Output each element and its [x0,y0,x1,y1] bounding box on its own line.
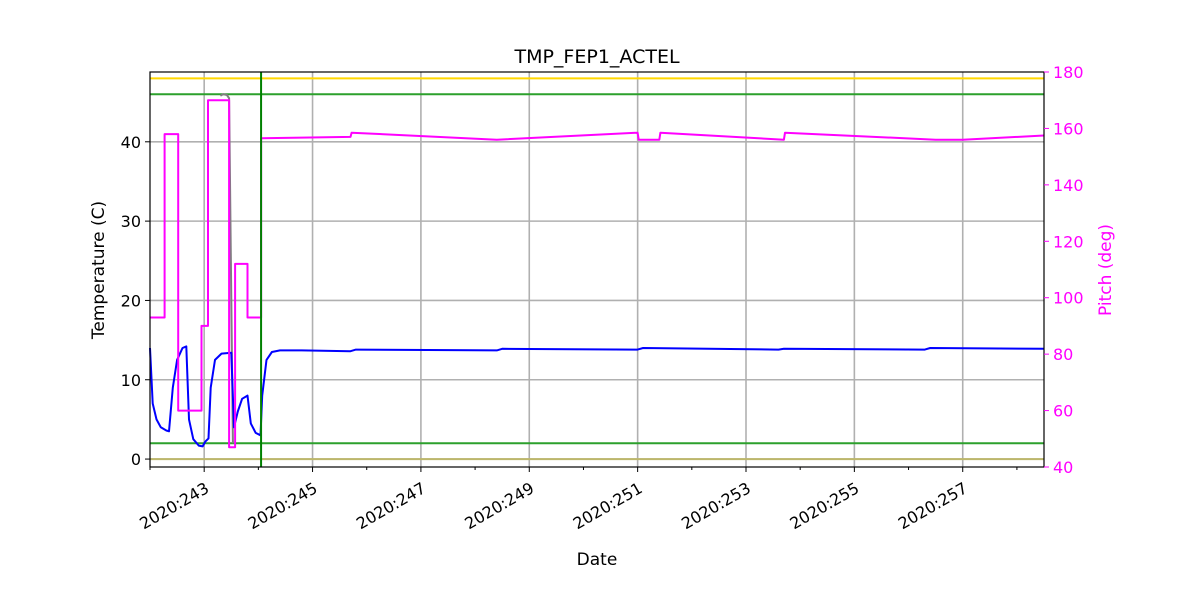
y-axis-ticks: 0 10 20 30 40 [121,133,150,469]
y-axis-label: Temperature (C) [89,201,109,340]
y2-tick-label-3: 100 [1053,289,1084,308]
y2-axis-ticks: 40 60 80 100 120 140 160 180 [1044,63,1084,477]
chart-title: TMP_FEP1_ACTEL [513,46,679,68]
y2-tick-label-2: 80 [1053,345,1073,364]
series-line-0 [219,93,234,444]
y2-tick-label-6: 160 [1053,119,1084,138]
plot-frame [149,71,1045,468]
limit-lines [150,77,1044,461]
y2-tick-label-4: 120 [1053,232,1084,251]
y-tick-label-3: 30 [121,212,141,231]
y-tick-label-1: 10 [121,371,141,390]
y2-tick-label-7: 180 [1053,63,1084,82]
y2-tick-label-0: 40 [1053,458,1073,477]
y-tick-label-4: 40 [121,133,141,152]
series-lines [149,93,1045,449]
y2-tick-label-1: 60 [1053,402,1073,421]
series-line-1 [149,345,1045,448]
y-tick-label-0: 0 [131,450,141,469]
y2-tick-label-5: 140 [1053,176,1084,195]
y2-axis-label: Pitch (deg) [1096,224,1116,316]
y-tick-label-2: 20 [121,291,141,310]
series-line-2 [150,99,1045,449]
x-axis-label: Date [577,550,618,570]
